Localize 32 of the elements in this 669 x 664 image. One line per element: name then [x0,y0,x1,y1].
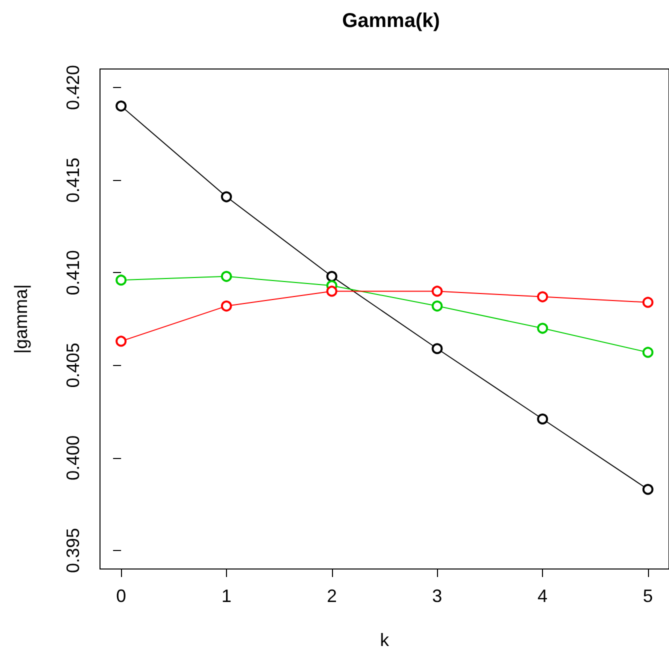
point [220,191,232,202]
point [116,274,127,286]
point [220,270,232,282]
point [326,270,338,282]
point [537,322,548,334]
y-tick-label: 0.415 [63,158,83,203]
y-tick-label: 0.410 [63,250,83,296]
x-axis-title: k [380,630,390,650]
point [432,343,443,354]
y-axis-title: |gamma| [11,284,31,354]
y-tick-label: 0.400 [63,435,83,480]
x-tick-label: 1 [221,586,232,606]
x-tick-label: 4 [538,586,548,606]
point [432,300,443,312]
point [537,414,548,424]
point [432,286,443,297]
point [642,484,654,495]
y-tick-label: 0.395 [63,528,83,574]
y-tick-label: 0.405 [63,342,83,388]
point [642,346,654,358]
point [326,286,338,297]
point [220,300,232,312]
point [537,291,548,302]
x-tick-label: 3 [432,586,442,606]
x-tick-label: 5 [642,586,653,606]
point [116,100,127,112]
chart-title: Gamma(k) [342,10,440,32]
x-tick-label: 0 [116,586,126,606]
point [642,296,654,308]
x-tick-label: 2 [326,586,337,606]
point [116,336,127,347]
y-tick-label: 0.420 [63,64,83,110]
